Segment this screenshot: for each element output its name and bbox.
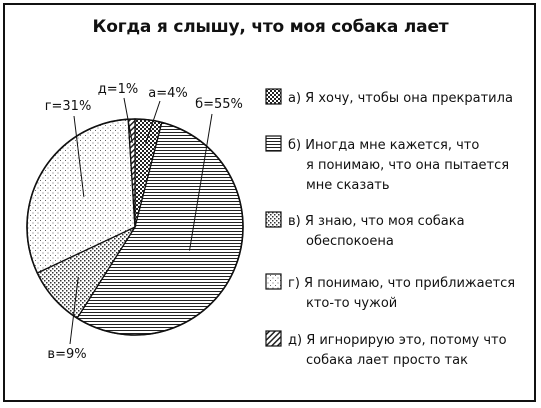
legend-text-б-2: мне сказать	[306, 178, 390, 193]
chart-title: Когда я слышу, что моя собака лает	[92, 17, 449, 37]
legend-text-г-1: кто-то чужой	[306, 296, 397, 311]
slice-label-а: а=4%	[148, 86, 187, 101]
legend-text-д-0: д) Я игнорирую это, потому что	[288, 333, 507, 348]
slice-label-г: г=31%	[45, 99, 92, 114]
legend-swatch-г	[265, 273, 282, 290]
slice-label-б: б=55%	[195, 97, 243, 112]
slice-label-д: д=1%	[98, 82, 139, 97]
legend-text-а-0: а) Я хочу, чтобы она прекратила	[288, 91, 513, 106]
legend-text-б-0: б) Иногда мне кажется, что	[288, 138, 479, 153]
leader-line-в	[69, 276, 79, 345]
legend-text-г-0: г) Я понимаю, что приближается	[288, 276, 515, 291]
legend-text-д-1: собака лает просто так	[306, 353, 468, 368]
legend-text-б-1: я понимаю, что она пытается	[306, 158, 509, 173]
legend-text-в-1: обеспокоена	[306, 234, 394, 249]
slice-label-в: в=9%	[47, 347, 86, 362]
legend-swatch-в	[265, 211, 282, 228]
legend-swatch-д	[265, 330, 282, 347]
leader-line-б	[189, 113, 213, 251]
leader-line-г	[73, 115, 85, 197]
legend-swatch-а	[265, 88, 282, 105]
legend-swatch-б	[265, 135, 282, 152]
leader-line-д	[123, 97, 133, 143]
legend-text-в-0: в) Я знаю, что моя собака	[288, 214, 465, 229]
pie-outline	[26, 118, 244, 336]
leader-line-а	[145, 100, 161, 144]
